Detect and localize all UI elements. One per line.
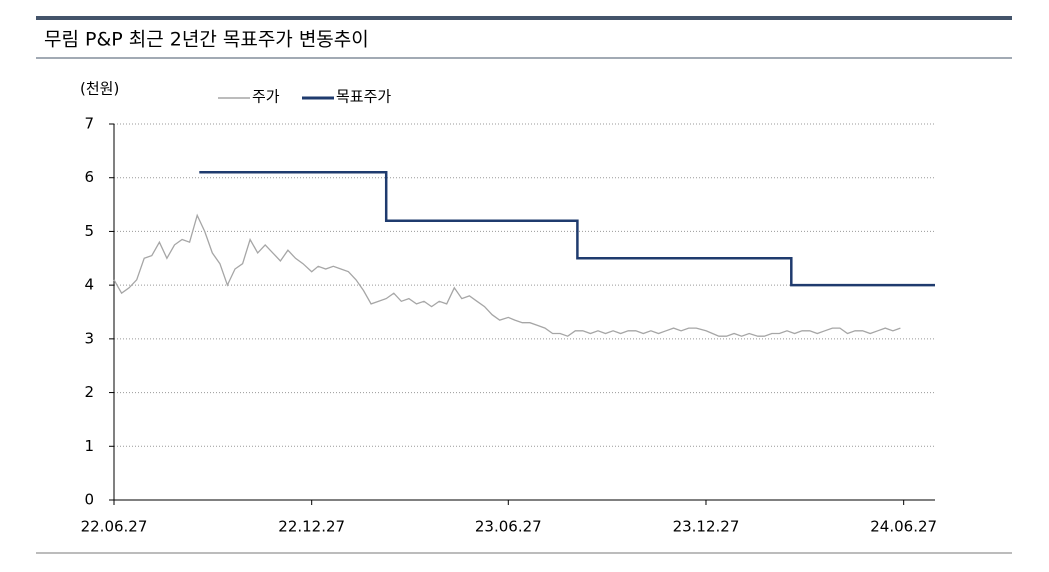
x-tick-label: 23.12.27: [673, 518, 740, 536]
legend-label: 주가: [252, 88, 280, 106]
y-tick-label: 3: [84, 329, 94, 347]
series-line: [199, 171, 935, 287]
y-axis-label: (천원): [80, 80, 119, 98]
x-tick-label: 23.06.27: [475, 518, 542, 536]
y-tick-label: 7: [84, 115, 94, 133]
y-tick-label: 6: [84, 168, 94, 186]
x-tick-label: 22.06.27: [81, 518, 148, 536]
legend-label: 목표주가: [336, 88, 391, 106]
y-tick-label: 1: [84, 437, 94, 455]
y-tick-label: 5: [84, 222, 94, 240]
y-tick-label: 0: [84, 491, 94, 509]
y-tick-label: 2: [84, 383, 94, 401]
chart-title: 무림 P&P 최근 2년간 목표주가 변동추이: [44, 29, 369, 51]
x-tick-label: 22.12.27: [278, 518, 345, 536]
top-rule: [36, 16, 1012, 20]
x-tick-label: 24.06.27: [870, 518, 937, 536]
series-line: [113, 213, 901, 337]
y-tick-label: 4: [84, 276, 94, 294]
